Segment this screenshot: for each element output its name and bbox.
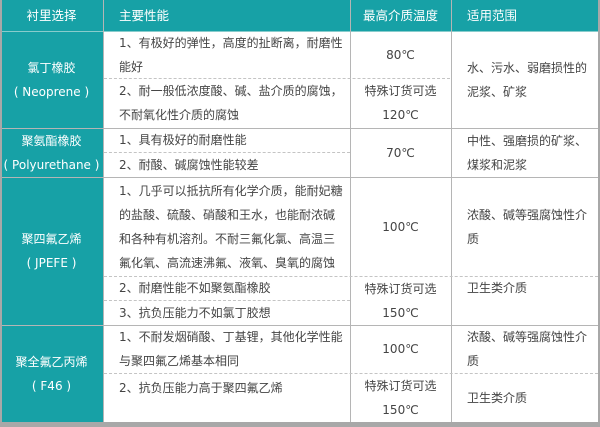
grid-line bbox=[0, 31, 600, 32]
header-lining: 衬里选择 bbox=[0, 0, 103, 31]
temp-cell: 80℃ bbox=[386, 47, 415, 62]
grid-line bbox=[0, 128, 600, 129]
grid-line bbox=[103, 0, 104, 422]
dashed-divider bbox=[104, 276, 598, 277]
header-scope: 适用范围 bbox=[451, 0, 600, 31]
grid-line bbox=[0, 177, 600, 178]
lining-neoprene: 氯丁橡胶 ( Neoprene ) bbox=[0, 31, 103, 128]
dashed-divider bbox=[104, 373, 598, 374]
temp-cell: 特殊订货可选 120℃ bbox=[364, 84, 437, 122]
performance-cell: 1、不耐发烟硝酸、丁基锂，其他化学性能 与聚四氟乙烯基本相同 bbox=[119, 330, 343, 368]
temp-cell: 特殊订货可选 150℃ bbox=[364, 378, 437, 417]
scope-cell: 中性、强磨损的矿浆、 煤浆和泥浆 bbox=[467, 133, 588, 172]
grid-line bbox=[350, 0, 351, 422]
dashed-divider bbox=[104, 152, 350, 153]
header-max-temp: 最高介质温度 bbox=[350, 0, 451, 31]
scope-cell: 水、污水、弱磨损性的 泥浆、矿浆 bbox=[467, 60, 588, 99]
dashed-divider bbox=[104, 300, 350, 301]
dashed-divider bbox=[104, 78, 450, 79]
scope-cell: 浓酸、碱等强腐蚀性介 质 bbox=[467, 330, 588, 368]
table-right-border bbox=[598, 0, 600, 427]
performance-cell: 2、耐酸、碱腐蚀性能较差 bbox=[119, 157, 259, 172]
scope-cell: 卫生类介质 bbox=[467, 390, 528, 405]
table-bottom-border bbox=[0, 422, 600, 427]
lining-polyurethane: 聚氨酯橡胶 ( Polyurethane ) bbox=[0, 128, 103, 177]
temp-cell: 100℃ bbox=[382, 219, 419, 234]
temp-cell: 特殊订货可选 150℃ bbox=[364, 281, 437, 320]
scope-cell: 卫生类介质 bbox=[467, 281, 528, 295]
header-performance: 主要性能 bbox=[103, 0, 350, 31]
performance-cell: 1、几乎可以抵抗所有化学介质，能耐妃糖 的盐酸、硫酸、硝酸和王水，也能耐浓碱 和… bbox=[119, 183, 343, 270]
scope-cell: 浓酸、碱等强腐蚀性介 质 bbox=[467, 207, 588, 246]
table-left-border bbox=[0, 0, 2, 427]
temp-cell: 100℃ bbox=[382, 342, 419, 356]
lining-jpefe: 聚四氟乙烯 ( JPEFE ) bbox=[0, 177, 103, 325]
performance-cell: 3、抗负压能力不如氯丁胶想 bbox=[119, 305, 271, 320]
grid-line bbox=[0, 325, 600, 326]
performance-cell: 2、抗负压能力高于聚四氟乙烯 bbox=[119, 381, 283, 395]
temp-cell: 70℃ bbox=[386, 145, 415, 160]
grid-line bbox=[451, 0, 452, 422]
performance-cell: 1、具有极好的耐磨性能 bbox=[119, 133, 247, 147]
performance-cell: 2、耐磨性能不如聚氨酯橡胶 bbox=[119, 281, 271, 295]
performance-cell: 2、耐一般低浓度酸、碱、盐介质的腐蚀， 不耐氧化性介质的腐蚀 bbox=[119, 84, 343, 122]
performance-cell: 1、有极好的弹性，高度的扯断离，耐磨性 能好 bbox=[119, 35, 343, 74]
lining-f46: 聚全氟乙丙烯 ( F46 ) bbox=[0, 325, 103, 422]
